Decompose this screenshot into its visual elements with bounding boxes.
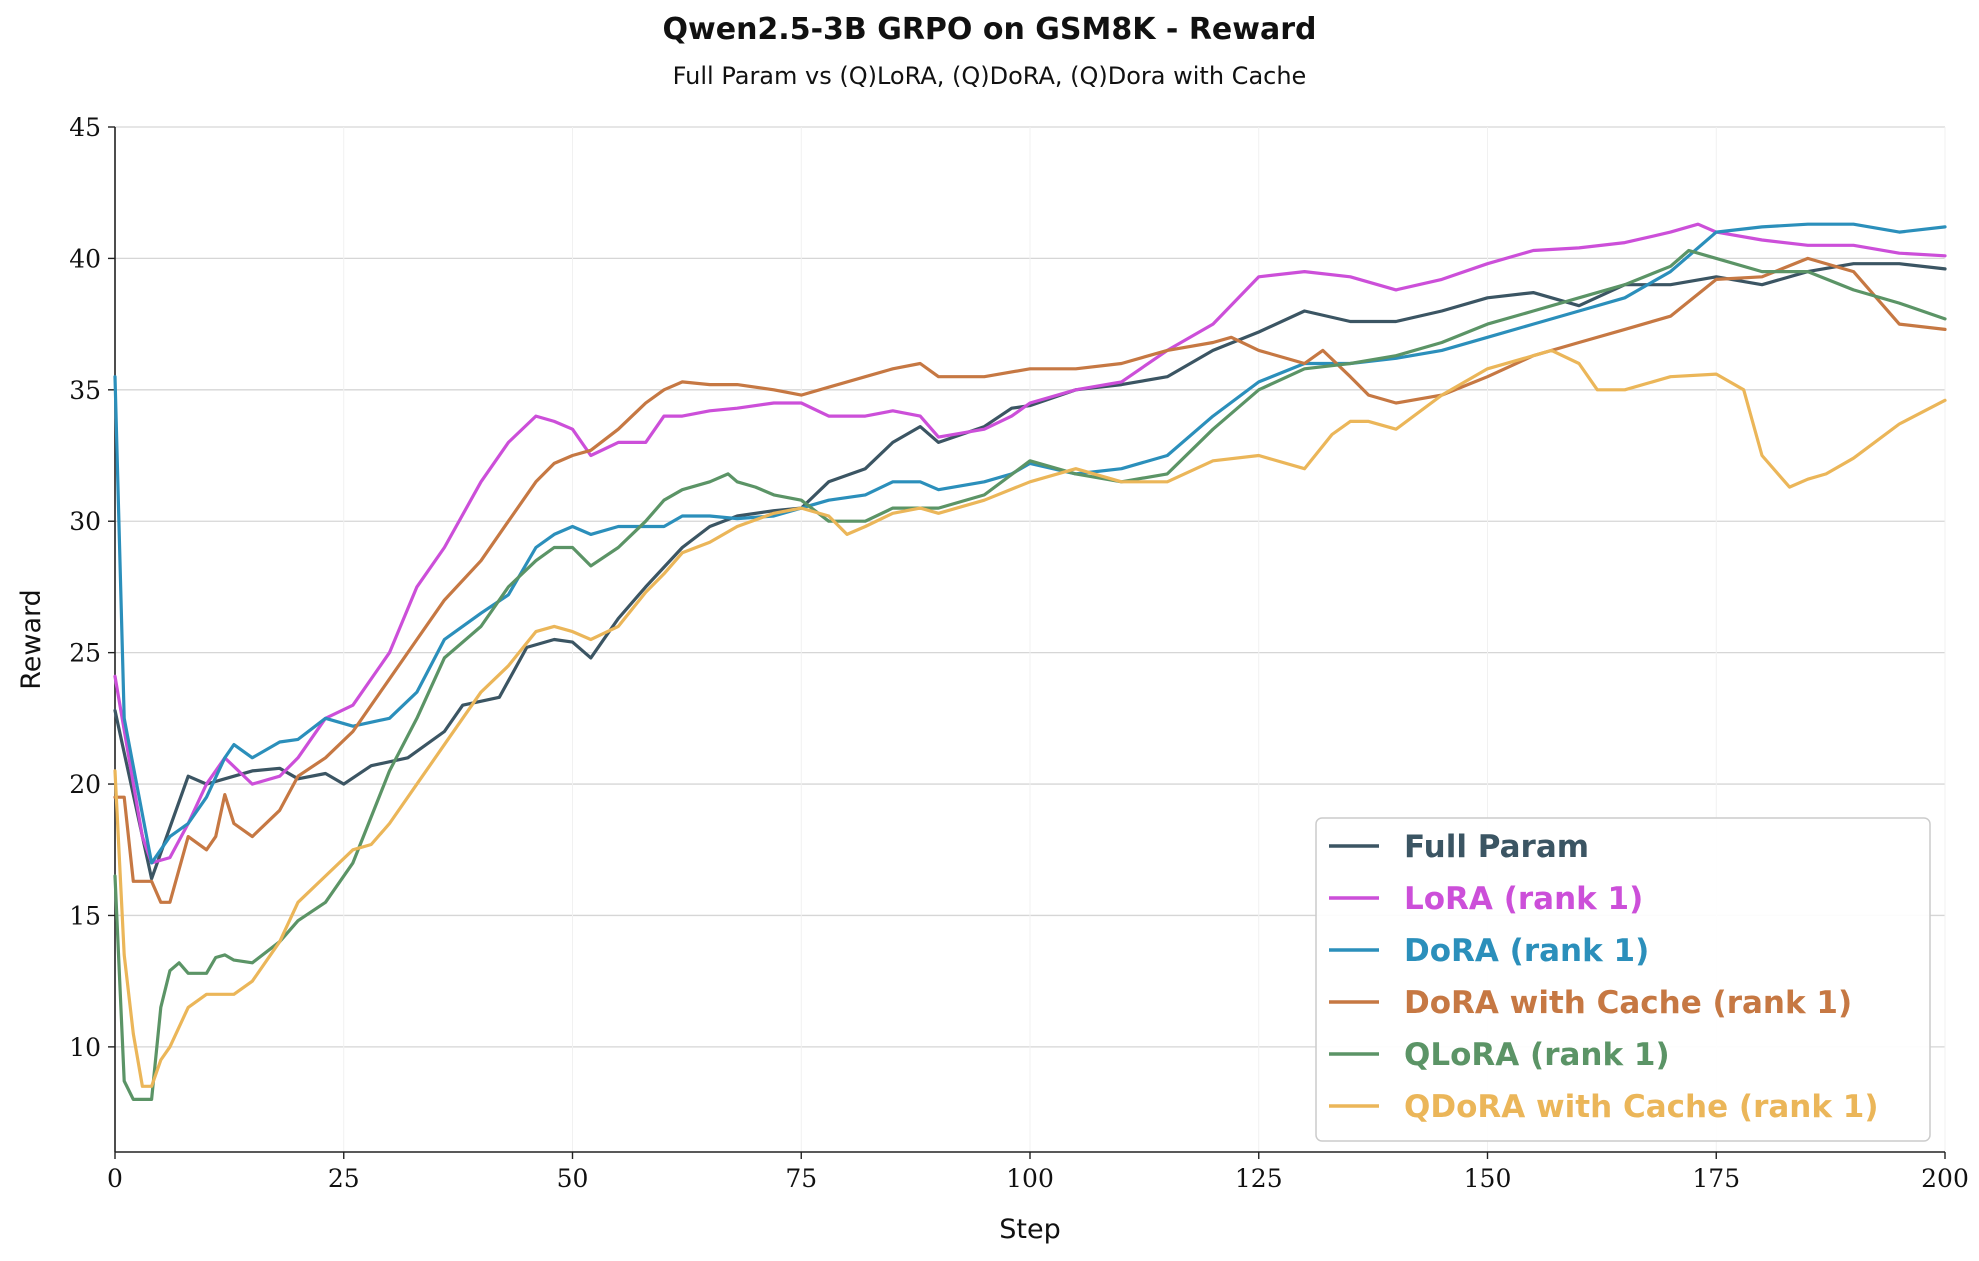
- y-tick-label: 10: [69, 1033, 101, 1062]
- series-line-1: [113, 262, 1947, 881]
- series-layer: [113, 222, 1947, 1102]
- chart-subtitle: Full Param vs (Q)LoRA, (Q)DoRA, (Q)Dora …: [672, 62, 1307, 90]
- x-tick-label: 75: [785, 1164, 817, 1193]
- y-tick-label: 45: [69, 113, 101, 142]
- x-tick-label: 175: [1692, 1164, 1740, 1193]
- x-tick-label: 0: [107, 1164, 123, 1193]
- x-tick-label: 150: [1464, 1164, 1512, 1193]
- y-tick-label: 35: [69, 376, 101, 405]
- x-axis-label: Step: [999, 1214, 1060, 1245]
- y-tick-label: 15: [69, 901, 101, 930]
- y-tick-label: 30: [69, 507, 101, 536]
- legend-entry: DoRA with Cache (rank 1): [1404, 985, 1852, 1021]
- legend-entry: QLoRA (rank 1): [1404, 1037, 1670, 1073]
- x-tick-label: 25: [328, 1164, 360, 1193]
- series-line-4: [113, 256, 1947, 904]
- x-tick-label: 200: [1921, 1164, 1969, 1193]
- series-line-6: [113, 348, 1947, 1088]
- legend-entry: Full Param: [1404, 829, 1589, 865]
- x-tick-label: 50: [557, 1164, 589, 1193]
- legend: Full Param LoRA (rank 1) DoRA (rank 1) DoRA…: [1315, 817, 1931, 1142]
- legend-entry: DoRA (rank 1): [1404, 933, 1649, 969]
- y-tick-label: 20: [69, 770, 101, 799]
- series-line-2: [113, 222, 1947, 865]
- legend-entry: LoRA (rank 1): [1404, 881, 1643, 917]
- legend-entry: QDoRA with Cache (rank 1): [1404, 1089, 1879, 1125]
- y-tick-label: 25: [69, 639, 101, 668]
- y-axis-label: Reward: [16, 589, 47, 690]
- chart-title: Qwen2.5-3B GRPO on GSM8K - Reward: [662, 12, 1317, 47]
- series-line-5: [113, 248, 1947, 1102]
- legend-box: [1315, 817, 1931, 1142]
- x-tick-label: 125: [1235, 1164, 1283, 1193]
- y-tick-label: 40: [69, 244, 101, 273]
- x-tick-label: 100: [1006, 1164, 1054, 1193]
- axes-layer: 0 25 50 75 100 125 150 175 200 10 15 20 25 30 35 40 45: [69, 113, 1969, 1193]
